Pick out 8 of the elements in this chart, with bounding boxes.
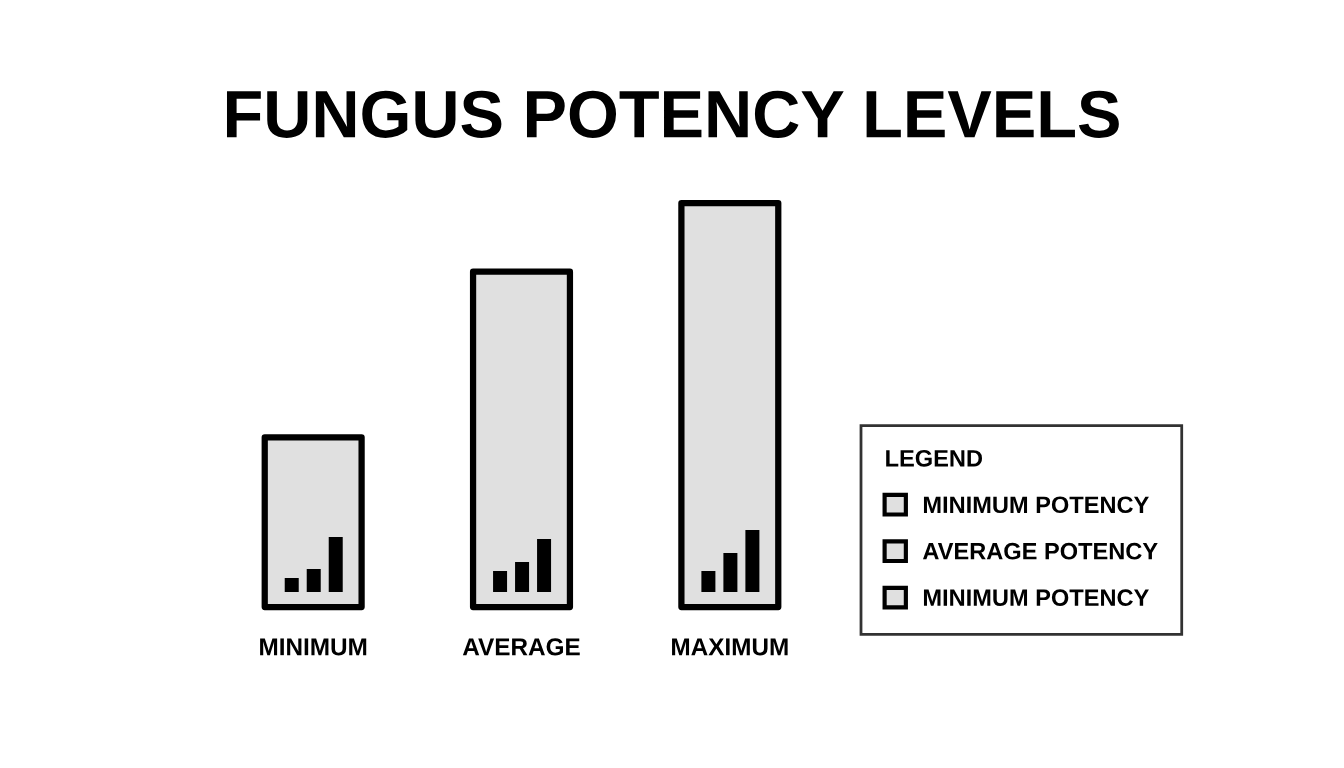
chart-title: FUNGUS POTENCY LEVELS: [226, 90, 1119, 138]
legend-label: MINIMUM POTENCY: [923, 589, 1149, 607]
x-tick-label: AVERAGE: [462, 638, 580, 656]
x-tick-label: MINIMUM: [260, 638, 367, 656]
legend-title: LEGEND: [886, 449, 983, 467]
x-tick-label: MAXIMUM: [672, 638, 788, 656]
legend-label: MINIMUM POTENCY: [923, 496, 1149, 514]
legend-label: AVERAGE POTENCY: [922, 542, 1158, 560]
